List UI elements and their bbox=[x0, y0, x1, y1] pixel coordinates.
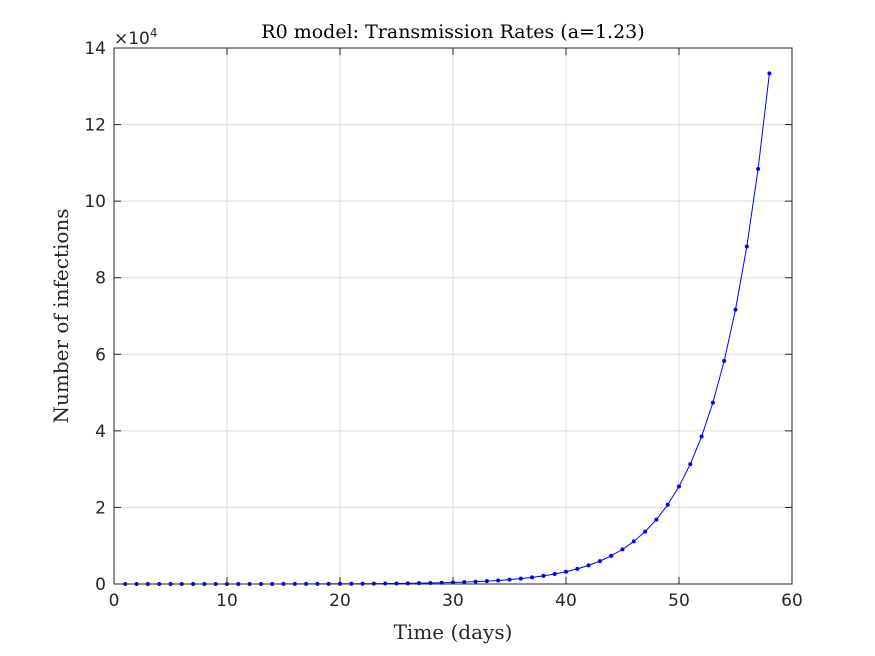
data-point bbox=[688, 462, 693, 467]
data-point bbox=[699, 434, 704, 439]
x-tick-label: 40 bbox=[555, 591, 577, 611]
data-point bbox=[473, 579, 478, 584]
data-point bbox=[417, 581, 422, 586]
data-point bbox=[496, 578, 501, 583]
data-point bbox=[654, 517, 659, 522]
x-tick-label: 60 bbox=[781, 591, 803, 611]
data-point bbox=[507, 577, 512, 582]
axis-ticks bbox=[113, 47, 793, 585]
data-point bbox=[733, 307, 738, 312]
y-tick-label: 14 bbox=[84, 39, 106, 59]
y-tick-label: 10 bbox=[84, 192, 106, 212]
y-tick-label: 12 bbox=[84, 116, 106, 136]
data-point bbox=[462, 580, 467, 585]
y-exponent-power: 4 bbox=[150, 26, 158, 40]
data-point bbox=[552, 572, 557, 577]
data-point bbox=[394, 581, 399, 586]
y-tick-label: 8 bbox=[95, 269, 106, 289]
data-point bbox=[677, 484, 681, 489]
data-point bbox=[744, 244, 749, 249]
data-point bbox=[665, 502, 670, 507]
data-point bbox=[575, 566, 580, 571]
y-axis-label: Number of infections bbox=[49, 208, 73, 423]
y-tick-label: 4 bbox=[95, 422, 106, 442]
data-point bbox=[756, 166, 761, 171]
data-point bbox=[484, 579, 489, 584]
data-point bbox=[722, 358, 727, 363]
data-point bbox=[643, 529, 648, 534]
data-point bbox=[620, 547, 625, 552]
y-tick-label: 2 bbox=[95, 498, 106, 518]
x-tick-label: 10 bbox=[216, 591, 238, 611]
data-point bbox=[609, 553, 614, 558]
data-point bbox=[518, 576, 523, 581]
grid-lines bbox=[113, 47, 793, 585]
axis-tick-labels: 0 10 20 30 40 50 60 0 2 4 6 8 10 12 14 bbox=[84, 39, 802, 611]
data-point bbox=[767, 71, 772, 76]
data-point bbox=[541, 573, 546, 578]
x-axis-label: Time (days) bbox=[394, 620, 513, 644]
data-point bbox=[564, 569, 568, 574]
y-tick-label: 0 bbox=[95, 575, 106, 595]
x-tick-label: 30 bbox=[442, 591, 464, 611]
data-point bbox=[597, 559, 602, 564]
data-point bbox=[405, 581, 410, 586]
data-point bbox=[710, 400, 715, 405]
data-point bbox=[530, 575, 535, 580]
data-point bbox=[631, 539, 636, 544]
data-point bbox=[586, 563, 591, 568]
y-exponent-label: ×104 bbox=[114, 26, 158, 49]
chart-title: R0 model: Transmission Rates (a=1.23) bbox=[261, 21, 644, 43]
x-tick-label: 20 bbox=[329, 591, 351, 611]
x-tick-label: 50 bbox=[668, 591, 690, 611]
x-tick-label: 0 bbox=[109, 591, 120, 611]
y-tick-label: 6 bbox=[95, 345, 106, 365]
